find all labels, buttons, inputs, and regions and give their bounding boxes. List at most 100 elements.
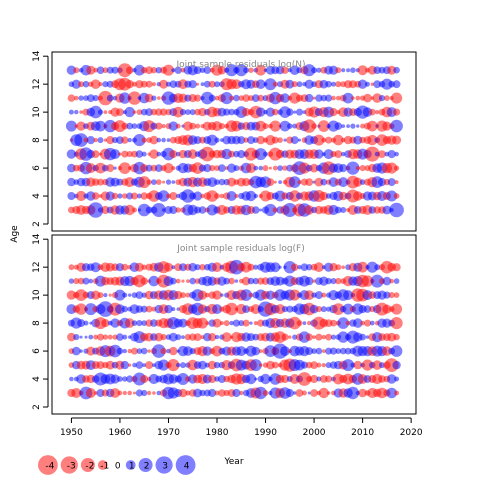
residual-bubble [270,262,281,273]
residual-bubble [305,276,314,286]
plot-frame-log-f [51,234,417,415]
residual-bubble [212,262,222,273]
residual-bubble [165,179,172,185]
y-axis-log-n: 2 4 6 8 10 12 14 [32,50,49,227]
legend-label: 1 [129,462,135,472]
residual-bubble [146,390,152,396]
residual-bubble [342,92,354,104]
residual-bubble [364,319,371,327]
residual-bubble [394,390,400,396]
residual-bubble [95,120,106,132]
residual-bubble [311,123,317,129]
residual-bubble [194,94,202,102]
residual-bubble [316,67,322,73]
residual-bubble [116,108,124,116]
residual-bubble [277,137,283,143]
y-tick-label: 10 [32,106,42,118]
residual-bubble [131,123,138,129]
residual-bubble [160,348,167,355]
residual-bubble [386,190,398,202]
residual-bubble [300,263,309,272]
residual-bubble [169,192,178,200]
residual-bubble [211,345,223,357]
residual-bubble [335,264,342,271]
residual-bubble [117,390,123,396]
residual-bubble [390,119,403,133]
residual-bubble [97,292,104,299]
residual-bubble [266,178,275,187]
residual-bubble [141,151,147,157]
residual-bubble [126,151,133,158]
legend-bubble [97,460,108,470]
residual-bubble [315,94,323,102]
residual-bubble [394,151,399,157]
residual-bubble [75,289,87,301]
residual-bubble [373,80,382,89]
residual-bubble [97,137,104,144]
residual-bubble [254,377,258,381]
residual-bubble [185,109,191,115]
residual-bubble [145,80,153,88]
residual-bubble [242,305,251,313]
residual-bubble [325,375,333,383]
residual-bubble [264,203,277,217]
residual-bubble [174,290,183,300]
residual-bubble [237,150,246,159]
residual-bubble [303,64,316,77]
residual-bubble [83,320,89,326]
residual-bubble [272,165,278,171]
legend-label: -1 [100,462,109,472]
residual-bubble [325,277,332,285]
residual-bubble [292,334,298,340]
residual-bubble [359,165,366,172]
x-axis-label: Year [223,457,243,467]
x-tick-label: 2000 [303,428,326,438]
residual-bubble [96,66,105,74]
y-tick-label: 12 [32,261,42,272]
residual-bubble [231,79,242,90]
residual-bubble [343,290,354,301]
residual-bubble [330,319,337,327]
residual-bubble [272,81,278,87]
residual-bubble [199,264,206,271]
residual-bubble [357,261,368,273]
residual-bubble [238,320,245,327]
residual-bubble [188,80,197,89]
residual-bubble [194,264,201,271]
residual-bubble [164,304,173,314]
y-tick-label: 14 [32,50,42,62]
residual-bubble [282,165,288,171]
residual-bubble [258,165,264,171]
residual-bubble [105,191,115,201]
residual-bubble [358,388,367,398]
residual-bubble [134,64,145,76]
residual-bubble [262,165,269,172]
residual-bubble [135,291,144,299]
residual-bubble [199,389,206,397]
residual-bubble [79,335,83,339]
residual-bubble [374,264,381,271]
residual-bubble [387,65,397,75]
residual-bubble [383,291,391,299]
legend-bubble [138,458,153,472]
residual-bubble [193,333,202,341]
residual-bubble [342,303,354,315]
residual-bubble [140,192,148,200]
residual-bubble [249,321,253,325]
residual-bubble [71,79,81,89]
residual-bubble [387,150,396,159]
residual-bubble [232,388,241,398]
residual-bubble [392,360,401,370]
legend-bubble [80,458,95,472]
residual-bubble [195,123,201,129]
residual-bubble [116,333,124,341]
residual-bubble [330,334,337,340]
residual-bubble [122,334,128,340]
residual-bubble [315,333,323,341]
residual-bubble [339,347,347,355]
residual-bubble [324,319,333,327]
residual-bubble [78,95,84,101]
residual-bubble [67,177,76,187]
residual-bubble [334,122,343,130]
residual-bubble [256,135,265,145]
